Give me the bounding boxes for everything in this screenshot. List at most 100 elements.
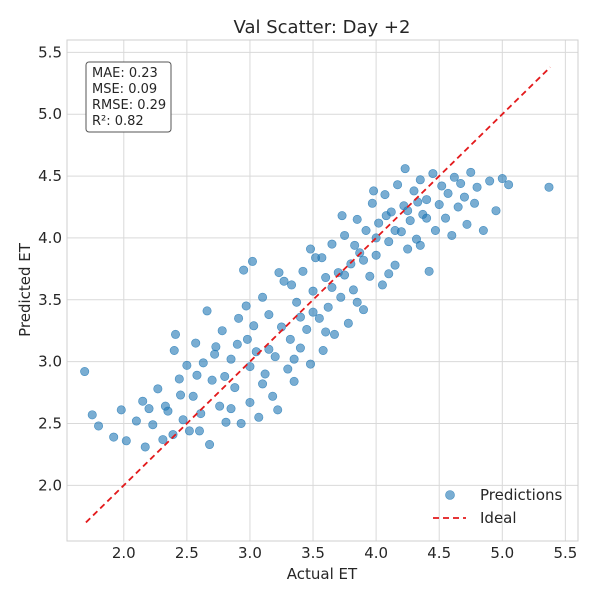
data-point [430, 226, 440, 236]
grid [67, 40, 578, 541]
data-point [245, 397, 255, 407]
data-point [390, 226, 400, 236]
data-point [504, 180, 514, 190]
data-point [340, 270, 350, 280]
y-tick-label: 4.5 [38, 167, 62, 185]
data-point [491, 206, 501, 216]
data-point [242, 334, 252, 344]
data-point [289, 376, 299, 386]
data-point [258, 292, 268, 302]
data-point [361, 226, 371, 236]
data-point [380, 190, 390, 200]
data-point [264, 344, 274, 354]
data-point [485, 176, 495, 186]
data-point [217, 326, 227, 336]
data-point [348, 285, 358, 295]
data-point [260, 369, 270, 379]
data-point [415, 240, 425, 250]
data-point [317, 253, 327, 263]
data-point [178, 415, 188, 425]
data-point [327, 239, 337, 249]
data-point [171, 329, 181, 339]
data-point [400, 164, 410, 174]
data-point [466, 167, 476, 177]
data-point [182, 360, 192, 370]
data-point [215, 401, 225, 411]
data-point [337, 211, 347, 221]
data-point [428, 169, 438, 179]
y-tick-label: 3.0 [38, 353, 62, 371]
y-axis-label: Predicted ET [16, 242, 34, 337]
data-point [247, 256, 257, 266]
data-point [321, 273, 331, 283]
data-point [220, 371, 230, 381]
stat-mse: MSE: 0.09 [92, 82, 157, 97]
data-point [470, 198, 480, 208]
data-point [365, 271, 375, 281]
prediction-points [80, 164, 554, 452]
data-point [274, 268, 284, 278]
legend-marker-predictions [445, 490, 455, 500]
data-point [329, 329, 339, 339]
plot-frame [66, 39, 579, 542]
legend-label-predictions: Predictions [480, 486, 563, 504]
data-point [287, 280, 297, 290]
data-point [336, 292, 346, 302]
y-tick-label: 5.5 [38, 43, 62, 61]
data-point [249, 321, 259, 331]
data-point [340, 230, 350, 240]
data-point [160, 401, 170, 411]
data-point [422, 213, 432, 223]
data-point [350, 240, 360, 250]
data-point [302, 324, 312, 334]
data-point [131, 416, 141, 426]
data-point [158, 435, 168, 445]
x-tick-label: 5.0 [490, 544, 514, 562]
data-point [285, 334, 295, 344]
data-point [221, 417, 231, 427]
data-point [226, 354, 236, 364]
data-point [169, 345, 179, 355]
data-point [295, 343, 305, 353]
data-point [323, 302, 333, 312]
stats-box-frame [85, 61, 172, 133]
data-point [298, 266, 308, 276]
data-point [422, 195, 432, 205]
data-point [210, 349, 220, 359]
data-point [138, 396, 148, 406]
data-point [472, 182, 482, 192]
data-point [308, 307, 318, 317]
data-point [211, 342, 221, 352]
data-point [453, 202, 463, 212]
data-point [264, 310, 274, 320]
data-point [116, 405, 126, 415]
data-point [377, 280, 387, 290]
data-point [462, 219, 472, 229]
data-point [144, 404, 154, 414]
data-point [176, 390, 186, 400]
x-tick-label: 4.5 [427, 544, 451, 562]
data-point [321, 327, 331, 337]
data-point [207, 375, 217, 385]
data-point [352, 214, 362, 224]
x-axis-ticks: 2.0 2.5 3.0 3.5 4.0 4.5 5.0 5.5 [112, 544, 577, 562]
data-point [393, 180, 403, 190]
data-point [384, 269, 394, 279]
data-point [497, 174, 507, 184]
data-point [434, 200, 444, 210]
data-point [226, 404, 236, 414]
data-point [314, 313, 324, 323]
data-point [109, 432, 119, 442]
data-point [153, 384, 163, 394]
data-point [283, 364, 293, 374]
data-point [424, 266, 434, 276]
data-point [384, 237, 394, 247]
y-tick-label: 4.0 [38, 229, 62, 247]
x-tick-label: 2.0 [112, 544, 136, 562]
data-point [202, 306, 212, 316]
data-point [258, 379, 268, 389]
x-tick-label: 3.0 [238, 544, 262, 562]
data-point [191, 338, 201, 348]
data-point [308, 286, 318, 296]
